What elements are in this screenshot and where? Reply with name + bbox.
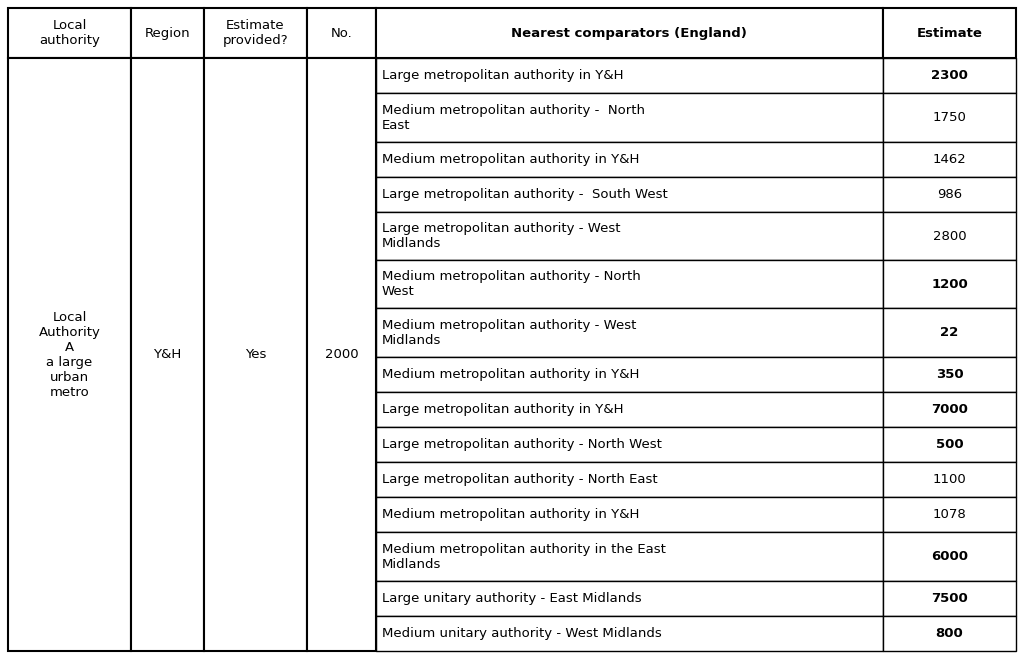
Text: Region: Region — [144, 26, 190, 40]
Bar — [883, 142, 1016, 177]
Bar — [376, 581, 883, 616]
Text: Large metropolitan authority - North West: Large metropolitan authority - North Wes… — [382, 438, 662, 451]
Text: 500: 500 — [936, 438, 964, 451]
Text: Yes: Yes — [245, 348, 266, 361]
Text: Local
authority: Local authority — [39, 19, 100, 47]
Text: Medium metropolitan authority in Y&H: Medium metropolitan authority in Y&H — [382, 508, 639, 521]
Bar — [8, 58, 131, 651]
Text: 6000: 6000 — [931, 550, 968, 563]
Text: Medium metropolitan authority in Y&H: Medium metropolitan authority in Y&H — [382, 153, 639, 165]
Text: 22: 22 — [940, 326, 958, 339]
Text: 350: 350 — [936, 368, 964, 381]
Bar — [131, 8, 204, 58]
Bar — [376, 260, 883, 308]
Bar — [883, 94, 1016, 142]
Bar — [883, 308, 1016, 357]
Text: 1100: 1100 — [933, 473, 967, 486]
Text: 800: 800 — [936, 627, 964, 640]
Text: Medium unitary authority - West Midlands: Medium unitary authority - West Midlands — [382, 627, 662, 640]
Bar — [883, 357, 1016, 392]
Bar — [883, 212, 1016, 260]
Bar — [883, 260, 1016, 308]
Bar — [883, 427, 1016, 462]
Bar — [376, 498, 883, 532]
Bar — [8, 8, 131, 58]
Bar — [376, 427, 883, 462]
Text: Y&H: Y&H — [154, 348, 181, 361]
Text: Large metropolitan authority - West
Midlands: Large metropolitan authority - West Midl… — [382, 222, 621, 250]
Bar — [376, 308, 883, 357]
Text: Large metropolitan authority in Y&H: Large metropolitan authority in Y&H — [382, 403, 624, 416]
Bar — [376, 532, 883, 581]
Text: Medium metropolitan authority in the East
Midlands: Medium metropolitan authority in the Eas… — [382, 542, 666, 571]
Bar — [376, 94, 883, 142]
Bar — [883, 498, 1016, 532]
Bar — [883, 392, 1016, 427]
Bar — [376, 177, 883, 212]
Bar — [376, 8, 883, 58]
Bar — [883, 58, 1016, 94]
Bar — [376, 392, 883, 427]
Bar — [376, 357, 883, 392]
Text: Estimate: Estimate — [916, 26, 982, 40]
Bar — [376, 616, 883, 651]
Bar — [883, 581, 1016, 616]
Text: 2000: 2000 — [325, 348, 358, 361]
Bar — [376, 142, 883, 177]
Bar — [376, 462, 883, 498]
Text: Large metropolitan authority -  South West: Large metropolitan authority - South Wes… — [382, 188, 668, 201]
Bar — [204, 58, 307, 651]
Bar — [204, 8, 307, 58]
Text: Medium metropolitan authority - West
Midlands: Medium metropolitan authority - West Mid… — [382, 318, 636, 347]
Text: Large unitary authority - East Midlands: Large unitary authority - East Midlands — [382, 592, 642, 605]
Bar — [883, 177, 1016, 212]
Bar — [376, 212, 883, 260]
Text: 1200: 1200 — [931, 278, 968, 291]
Bar — [883, 462, 1016, 498]
Text: 986: 986 — [937, 188, 962, 201]
Text: Medium metropolitan authority in Y&H: Medium metropolitan authority in Y&H — [382, 368, 639, 381]
Text: 2300: 2300 — [931, 69, 968, 82]
Text: Nearest comparators (England): Nearest comparators (England) — [512, 26, 748, 40]
Bar — [883, 532, 1016, 581]
Text: Medium metropolitan authority -  North
East: Medium metropolitan authority - North Ea… — [382, 103, 645, 132]
Text: 2800: 2800 — [933, 229, 967, 243]
Bar — [376, 58, 883, 94]
Text: 1078: 1078 — [933, 508, 967, 521]
Text: Large metropolitan authority - North East: Large metropolitan authority - North Eas… — [382, 473, 657, 486]
Text: 7500: 7500 — [931, 592, 968, 605]
Bar — [307, 58, 376, 651]
Text: 7000: 7000 — [931, 403, 968, 416]
Bar — [307, 8, 376, 58]
Bar — [131, 58, 204, 651]
Bar — [883, 8, 1016, 58]
Text: Local
Authority
A
a large
urban
metro: Local Authority A a large urban metro — [39, 310, 100, 399]
Text: Large metropolitan authority in Y&H: Large metropolitan authority in Y&H — [382, 69, 624, 82]
Text: 1750: 1750 — [933, 111, 967, 124]
Text: 1462: 1462 — [933, 153, 967, 165]
Text: No.: No. — [331, 26, 352, 40]
Bar — [883, 616, 1016, 651]
Text: Medium metropolitan authority - North
West: Medium metropolitan authority - North We… — [382, 270, 641, 299]
Text: Estimate
provided?: Estimate provided? — [222, 19, 289, 47]
